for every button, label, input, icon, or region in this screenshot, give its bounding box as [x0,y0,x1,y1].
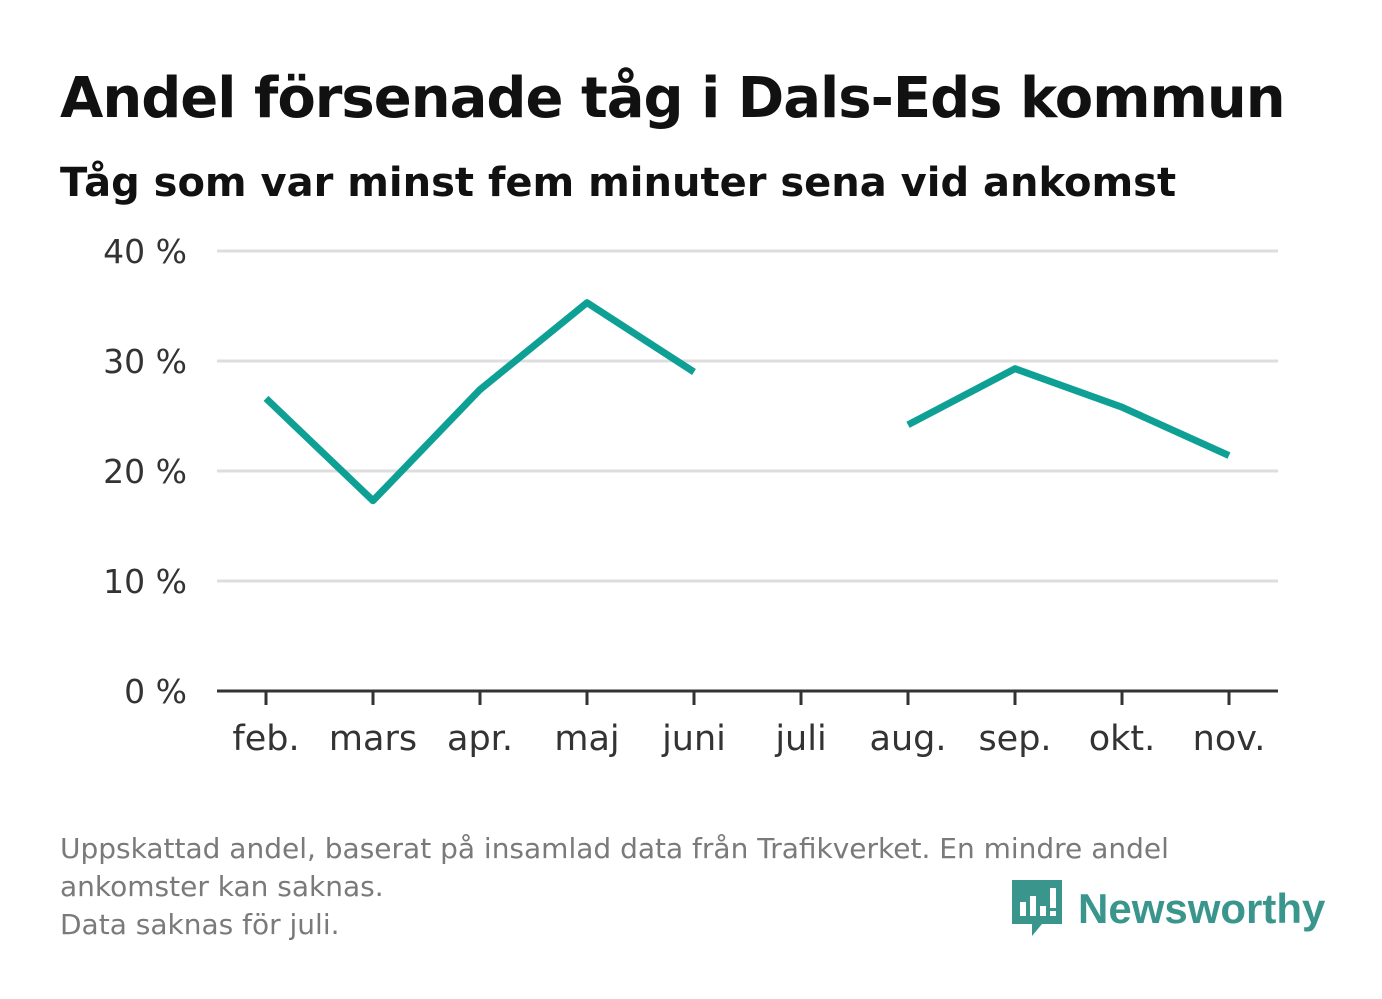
chart-title: Andel försenade tåg i Dals-Eds kommun [60,66,1286,131]
grid-lines [217,249,1278,583]
x-axis [217,689,1278,705]
y-axis-tick-labels: 0 % 10 % 20 % 30 % 40 % [103,232,187,711]
x-tick-label: okt. [1089,719,1156,759]
brand-name: Newsworthy [1078,885,1326,932]
footnote: Uppskattad andel, baserat på insamlad da… [60,830,1310,944]
y-tick-label: 40 % [103,232,187,271]
x-tick-label: mars [329,719,417,759]
y-tick-label: 10 % [103,562,187,601]
footnote-line-1: Uppskattad andel, baserat på insamlad da… [60,832,1169,865]
x-tick-label: juni [661,719,726,759]
x-tick-label: aug. [870,719,947,759]
x-tick-label: nov. [1193,719,1266,759]
x-tick-label: apr. [447,719,513,759]
x-tick-label: feb. [232,719,299,759]
y-tick-label: 30 % [103,342,187,381]
x-axis-tick-labels: feb. mars apr. maj juni juli aug. sep. okt. nov. [232,719,1265,759]
footnote-line-3: Data saknas för juli. [60,908,340,941]
x-tick-label: juli [774,719,826,759]
brand: Newsworthy [1010,878,1325,940]
y-tick-label: 0 % [124,672,187,711]
x-tick-label: maj [554,719,619,759]
footnote-line-2: ankomster kan saknas. [60,870,384,903]
x-tick-label: sep. [978,719,1051,759]
chart-subtitle: Tåg som var minst fem minuter sena vid a… [60,160,1177,206]
series-lines [263,299,1231,505]
series-line-segment [906,365,1231,459]
series-line-segment [263,299,696,505]
line-chart: 0 % 10 % 20 % 30 % 40 % feb. mars apr. maj juni j… [103,232,1278,759]
y-tick-label: 20 % [103,452,187,491]
newsworthy-logo-icon [1012,880,1062,936]
